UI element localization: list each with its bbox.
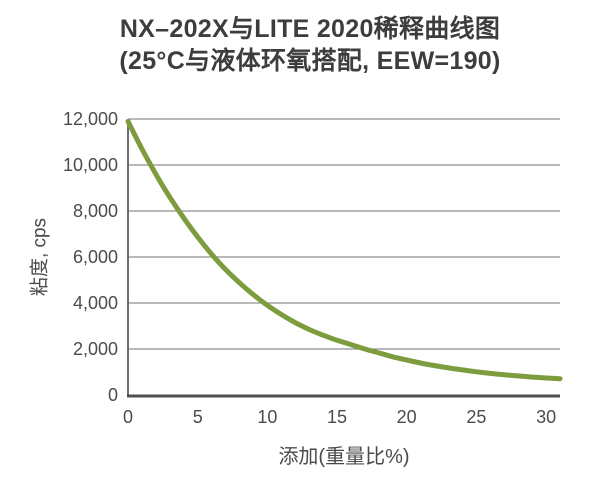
- y-tick-label: 12,000: [63, 109, 118, 129]
- x-tick-label: 30: [536, 407, 556, 427]
- chart-subtitle: (25°C与液体环氧搭配, EEW=190): [119, 47, 501, 75]
- y-tick-label: 8,000: [73, 201, 118, 221]
- y-tick-label: 2,000: [73, 339, 118, 359]
- dilution-curve: [125, 118, 563, 382]
- chart-title-block: NX–202X与LITE 2020稀释曲线图 (25°C与液体环氧搭配, EEW…: [10, 13, 600, 77]
- y-tick-label: 4,000: [73, 293, 118, 313]
- x-tick-label: 0: [123, 407, 133, 427]
- y-tick-label: 10,000: [63, 155, 118, 175]
- x-tick-label: 25: [466, 407, 486, 427]
- x-tick-label: 5: [193, 407, 203, 427]
- x-tick-label: 15: [327, 407, 347, 427]
- chart-title: NX–202X与LITE 2020稀释曲线图: [119, 15, 501, 43]
- x-tick-label: 20: [397, 407, 417, 427]
- x-axis-title: 添加(重量比%): [278, 446, 410, 468]
- x-tick-label: 10: [257, 407, 277, 427]
- y-tick-label: 0: [108, 385, 118, 405]
- y-tick-label: 6,000: [73, 247, 118, 267]
